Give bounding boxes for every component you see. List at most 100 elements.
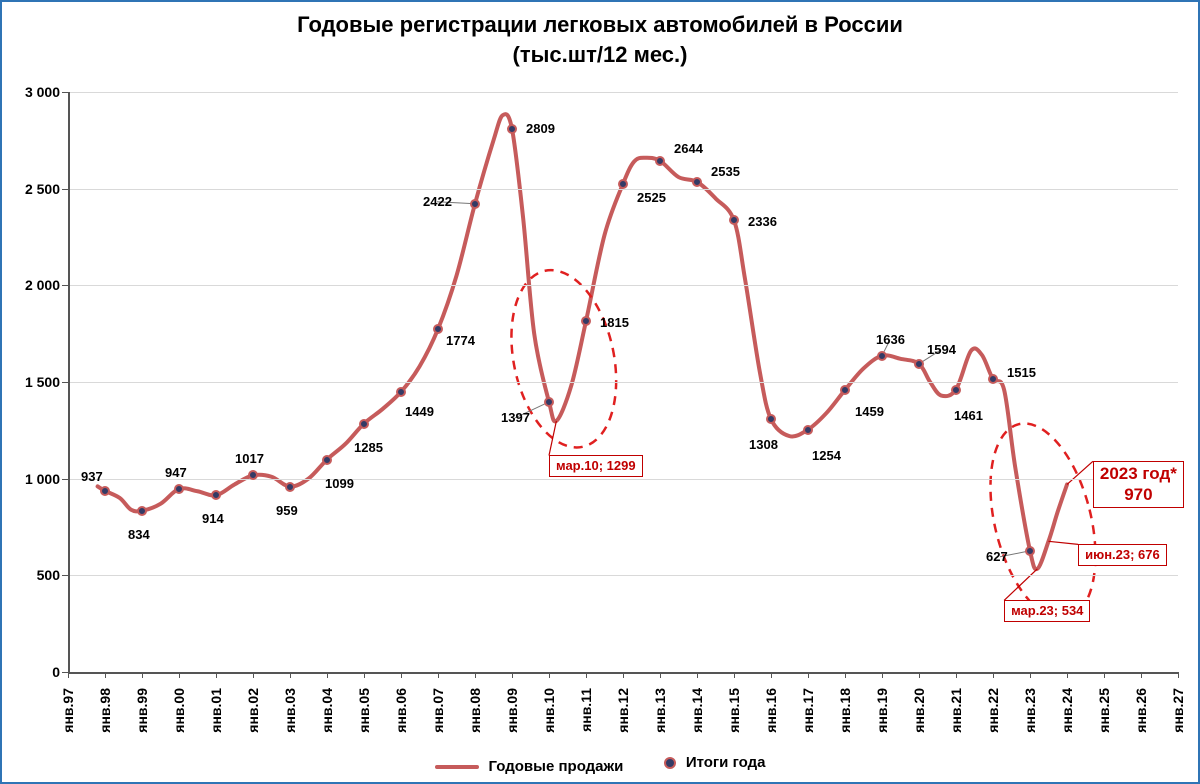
x-tick-label: янв.27 <box>1170 682 1186 733</box>
year-marker <box>655 156 665 166</box>
data-label: 1461 <box>954 408 983 423</box>
data-label: 1308 <box>749 437 778 452</box>
x-tick-label: янв.07 <box>430 682 446 733</box>
legend-line-item: Годовые продажи <box>435 758 624 775</box>
x-tick-label: янв.21 <box>948 682 964 733</box>
x-tick-label: янв.24 <box>1059 682 1075 733</box>
year-marker <box>285 482 295 492</box>
data-label: 959 <box>276 503 298 518</box>
data-label: 1815 <box>600 315 629 330</box>
year-marker <box>137 506 147 516</box>
x-tick-label: янв.05 <box>356 682 372 733</box>
x-tick-label: янв.01 <box>208 682 224 733</box>
legend-marker-label: Итоги года <box>686 754 766 771</box>
data-label: 1449 <box>405 404 434 419</box>
year-marker <box>729 215 739 225</box>
x-tick-mark <box>1178 672 1179 678</box>
year-marker <box>359 419 369 429</box>
x-tick-label: янв.04 <box>319 682 335 733</box>
year-marker <box>803 425 813 435</box>
data-label: 1515 <box>1007 365 1036 380</box>
x-tick-label: янв.19 <box>874 682 890 733</box>
year-marker <box>951 385 961 395</box>
x-tick-label: янв.06 <box>393 682 409 733</box>
year-marker <box>507 124 517 134</box>
year-marker <box>174 484 184 494</box>
x-tick-label: янв.12 <box>615 682 631 733</box>
x-tick-label: янв.02 <box>245 682 261 733</box>
x-tick-label: янв.15 <box>726 682 742 733</box>
callout-box: 2023 год*970 <box>1093 461 1184 508</box>
grid-line <box>68 382 1178 383</box>
data-label: 1774 <box>446 333 475 348</box>
data-label: 1594 <box>927 342 956 357</box>
data-label: 2525 <box>637 190 666 205</box>
x-tick-label: янв.08 <box>467 682 483 733</box>
callout-box: июн.23; 676 <box>1078 544 1167 566</box>
data-label: 937 <box>81 469 103 484</box>
data-label: 2644 <box>674 141 703 156</box>
year-marker <box>581 316 591 326</box>
year-marker <box>322 455 332 465</box>
year-marker <box>1025 546 1035 556</box>
x-tick-label: янв.17 <box>800 682 816 733</box>
x-tick-label: янв.97 <box>60 682 76 733</box>
year-marker <box>396 387 406 397</box>
x-tick-label: янв.03 <box>282 682 298 733</box>
x-tick-label: янв.99 <box>134 682 150 733</box>
year-marker <box>692 177 702 187</box>
callout-leader <box>549 421 556 456</box>
year-marker <box>100 486 110 496</box>
year-marker <box>914 359 924 369</box>
legend: Годовые продажи Итоги года <box>2 754 1198 775</box>
highlight-ellipse <box>496 260 631 457</box>
year-marker <box>248 470 258 480</box>
year-marker <box>470 199 480 209</box>
x-tick-label: янв.18 <box>837 682 853 733</box>
data-label: 2535 <box>711 164 740 179</box>
chart-frame: Годовые регистрации легковых автомобилей… <box>0 0 1200 784</box>
x-tick-label: янв.20 <box>911 682 927 733</box>
y-axis-line <box>68 92 70 672</box>
highlight-ellipse <box>972 413 1114 630</box>
x-tick-label: янв.00 <box>171 682 187 733</box>
x-tick-label: янв.26 <box>1133 682 1149 733</box>
legend-marker-item: Итоги года <box>664 754 766 771</box>
x-tick-label: янв.09 <box>504 682 520 733</box>
year-marker <box>840 385 850 395</box>
year-marker <box>766 414 776 424</box>
data-label: 1017 <box>235 451 264 466</box>
data-label: 947 <box>165 465 187 480</box>
year-marker <box>433 324 443 334</box>
x-tick-label: янв.14 <box>689 682 705 733</box>
year-marker <box>988 374 998 384</box>
year-marker <box>877 351 887 361</box>
year-marker <box>618 179 628 189</box>
callout-box: мар.23; 534 <box>1004 600 1090 622</box>
year-marker <box>544 397 554 407</box>
x-tick-label: янв.11 <box>578 682 594 732</box>
callout-leader <box>1004 569 1037 601</box>
x-axis-line <box>68 672 1178 674</box>
grid-line <box>68 479 1178 480</box>
chart-title-line1: Годовые регистрации легковых автомобилей… <box>2 12 1198 38</box>
data-label: 1099 <box>325 476 354 491</box>
grid-line <box>68 92 1178 93</box>
data-label: 1636 <box>876 332 905 347</box>
grid-line <box>68 575 1178 576</box>
data-label: 2336 <box>748 214 777 229</box>
x-tick-label: янв.23 <box>1022 682 1038 733</box>
data-label: 627 <box>986 549 1008 564</box>
x-tick-label: янв.22 <box>985 682 1001 733</box>
callout-box: мар.10; 1299 <box>549 455 643 477</box>
x-tick-label: янв.98 <box>97 682 113 733</box>
legend-dot-swatch <box>664 757 676 769</box>
x-tick-label: янв.16 <box>763 682 779 733</box>
data-label: 2422 <box>423 194 452 209</box>
data-label: 2809 <box>526 121 555 136</box>
year-marker <box>211 490 221 500</box>
x-tick-label: янв.13 <box>652 682 668 733</box>
plot-area: 05001 0001 5002 0002 5003 000янв.97янв.9… <box>68 92 1178 672</box>
callout-leader <box>1049 541 1079 544</box>
x-tick-label: янв.25 <box>1096 682 1112 733</box>
